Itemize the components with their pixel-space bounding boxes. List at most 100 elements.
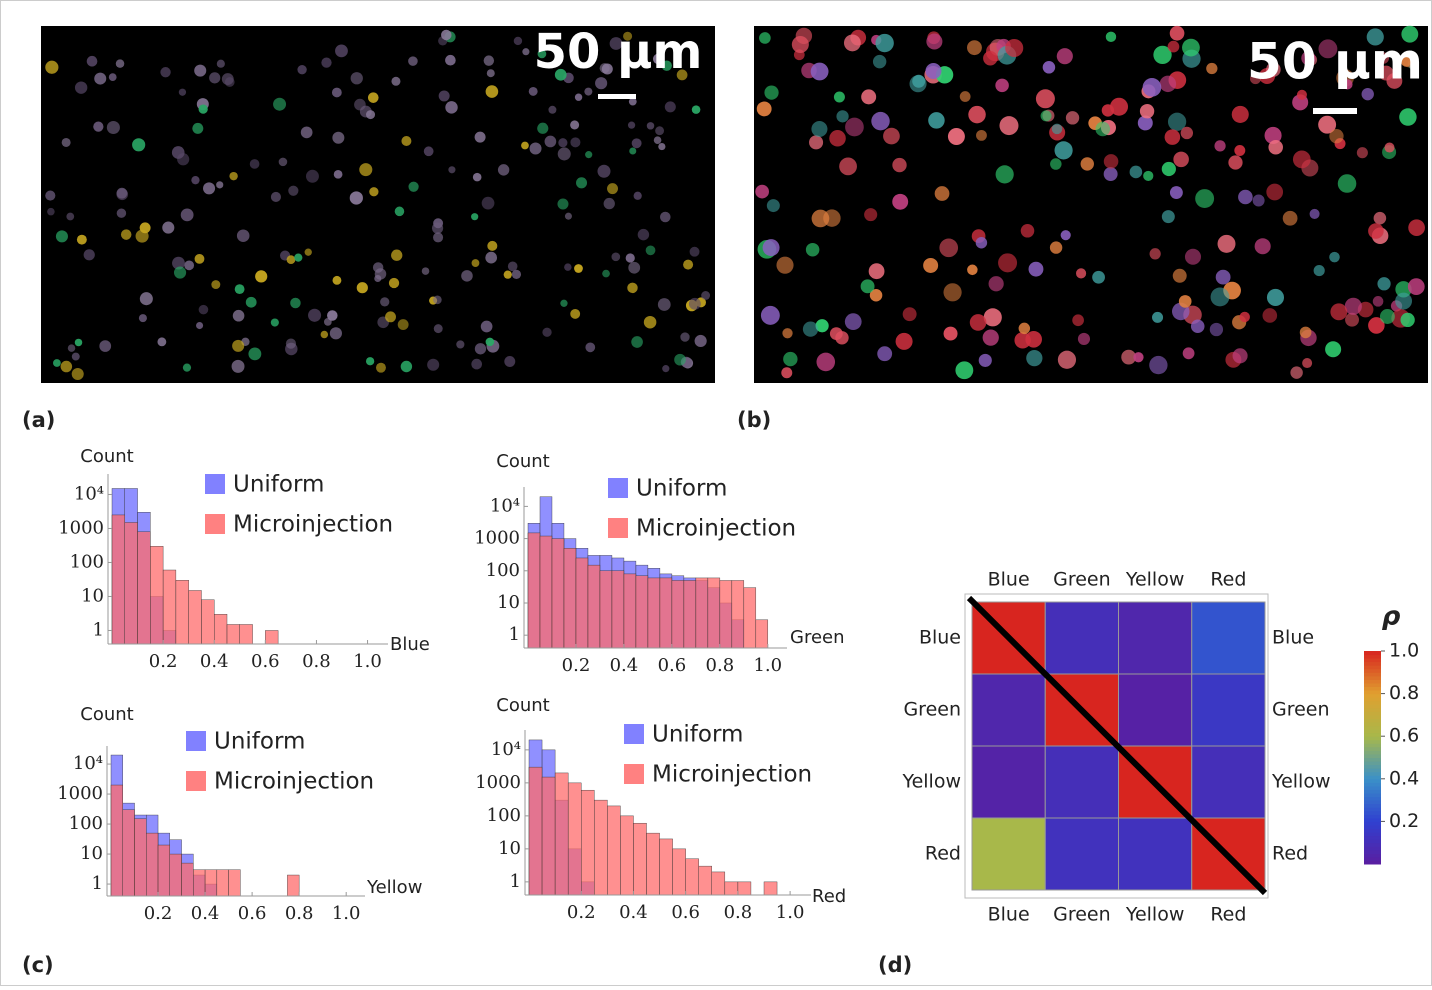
cell-blob: [1173, 151, 1189, 168]
cell-blob: [1386, 73, 1403, 89]
column-label: Blue: [988, 904, 1030, 926]
cell-blob: [943, 326, 958, 341]
cell-blob: [1182, 38, 1200, 57]
cell-blob: [680, 332, 690, 342]
legend-swatch: [186, 771, 206, 791]
bar: [214, 614, 228, 645]
cell-blob: [1159, 75, 1177, 93]
legend-swatch: [608, 518, 628, 538]
cell-blob: [558, 138, 568, 148]
cell-blob: [388, 277, 400, 289]
cell-blob: [184, 260, 195, 271]
y-tick-label: 10⁴: [491, 739, 521, 760]
cell-blob: [584, 87, 593, 96]
cell-blob: [180, 208, 194, 222]
bar: [287, 874, 300, 897]
cell-blob: [869, 289, 883, 302]
cell-blob: [756, 101, 772, 117]
cell-blob: [1254, 238, 1271, 255]
cell-blob: [1401, 25, 1419, 43]
colorbar-tick-label: 0.2: [1389, 810, 1419, 832]
y-tick-label: 1000: [475, 772, 521, 793]
cell-blob: [321, 57, 332, 68]
y-tick-label: 1: [92, 873, 103, 894]
row-label: Red: [1272, 843, 1308, 865]
cell-blob: [795, 27, 813, 45]
bar: [137, 531, 151, 645]
diagonal: [966, 595, 1268, 896]
legend-label: Microinjection: [233, 512, 393, 538]
bar: [169, 853, 182, 897]
cell-blob: [66, 212, 75, 221]
cell-blob: [528, 86, 538, 96]
cell-blob: [875, 33, 894, 53]
y-tick-label: 10: [498, 838, 521, 859]
cell-blob: [1318, 115, 1337, 134]
colorbar-segment: [1364, 700, 1381, 705]
y-tick-label: 1: [510, 871, 521, 892]
bar: [633, 822, 647, 896]
x-tick-label: 0.4: [619, 902, 648, 923]
cell-blob: [60, 360, 73, 373]
cell-blob: [802, 321, 819, 337]
cell-blob: [374, 274, 382, 283]
x-axis-label: Yellow: [366, 877, 422, 898]
cell-blob: [585, 151, 593, 159]
cell-blob: [47, 207, 55, 216]
colorbar-segment: [1364, 793, 1381, 798]
heatmap-cell: [1118, 601, 1193, 675]
cell-blob: [602, 269, 610, 278]
bar: [122, 809, 135, 897]
cell-blob: [115, 59, 125, 68]
colorbar-segment: [1364, 729, 1381, 734]
cell-blob: [408, 56, 418, 66]
colorbar-segment: [1364, 821, 1381, 826]
cell-blob: [995, 165, 1014, 184]
cell-blob: [461, 270, 473, 282]
cell-blob: [627, 121, 636, 129]
micrograph-b: [754, 26, 1428, 383]
cell-blob: [45, 190, 56, 201]
cell-blob: [1110, 97, 1129, 116]
cell-blob: [1231, 105, 1249, 123]
cell-blob: [843, 34, 861, 52]
cell-blob: [1379, 309, 1395, 324]
cell-blob: [1366, 28, 1384, 46]
cell-blob: [967, 264, 978, 276]
colorbar-segment: [1364, 704, 1381, 709]
bar: [265, 630, 279, 645]
x-tick-label: 1.0: [753, 655, 782, 676]
cell-blob: [829, 130, 846, 147]
bar: [188, 590, 202, 645]
cell-blob: [689, 246, 700, 257]
cell-blob: [815, 319, 829, 333]
cell-blob: [939, 238, 959, 258]
cell-blob: [554, 68, 567, 81]
bar: [110, 784, 123, 897]
colorbar-segment: [1364, 718, 1381, 723]
colorbar-segment: [1364, 661, 1381, 666]
cell-blob: [1167, 40, 1180, 53]
cell-blob: [481, 196, 495, 210]
bar: [635, 575, 649, 649]
cell-blob: [132, 138, 146, 152]
row-label: Yellow: [1271, 771, 1331, 793]
colorbar-segment: [1364, 746, 1381, 751]
cell-blob: [537, 49, 547, 59]
colorbar-segment: [1364, 782, 1381, 787]
cell-blob: [1050, 158, 1062, 170]
colorbar-segment: [1364, 860, 1381, 865]
cell-blob: [683, 259, 694, 270]
cell-blob: [1005, 38, 1024, 58]
colorbar-segment: [1364, 750, 1381, 755]
cell-blob: [694, 334, 707, 348]
cell-blob: [45, 60, 59, 74]
bar: [581, 789, 595, 896]
cell-blob: [423, 146, 434, 157]
cell-blob: [224, 77, 235, 87]
cell-blob: [397, 319, 409, 331]
legend-label: Microinjection: [636, 516, 796, 542]
cell-blob: [655, 126, 665, 136]
colorbar-segment: [1364, 768, 1381, 773]
cell-blob: [323, 317, 332, 326]
